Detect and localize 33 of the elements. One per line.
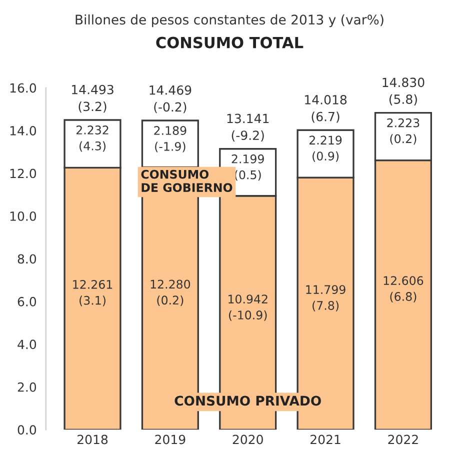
total-label: 14.830 (5.8) — [382, 78, 424, 106]
data-label: 2.199 (0.5) — [232, 154, 264, 181]
x-tick-label: 2019 — [155, 434, 186, 444]
y-tick-label: 14.0 — [10, 126, 36, 136]
y-tick-label: 4.0 — [18, 340, 36, 350]
x-tick-label: 2020 — [232, 434, 263, 444]
total-label: 14.469 (-0.2) — [150, 85, 192, 114]
data-label: 12.280 (0.2) — [150, 280, 190, 306]
data-label: 10.942 (-10.9) — [228, 294, 268, 321]
chart-subtitle: Billones de pesos constantes de 2013 y (var%) — [76, 14, 384, 28]
y-tick-label: 12.0 — [10, 168, 36, 178]
data-label: 2.232 (4.3) — [76, 126, 108, 152]
y-tick-label: 16.0 — [10, 83, 36, 93]
series-label: CONSUMO PRIVADO — [174, 396, 321, 406]
y-tick-label: 8.0 — [18, 254, 36, 264]
total-label: 13.141 (-9.2) — [227, 114, 269, 142]
x-tick-label: 2022 — [388, 434, 418, 444]
total-label: 14.018 (6.7) — [305, 94, 347, 123]
y-tick-label: 0.0 — [18, 425, 36, 435]
y-tick-label: 6.0 — [18, 296, 36, 306]
data-label: 2.219 (0.9) — [310, 136, 342, 162]
data-label: 11.799 (7.8) — [306, 285, 346, 312]
series-label: CONSUMO DE GOBIERNO — [141, 170, 232, 192]
y-tick-label: 2.0 — [18, 382, 36, 392]
data-label: 2.223 (0.2) — [387, 118, 420, 145]
data-label: 12.261 (3.1) — [73, 280, 112, 306]
data-label: 12.606 (6.8) — [384, 276, 424, 302]
x-tick-label: 2021 — [310, 434, 340, 444]
x-tick-label: 2018 — [78, 434, 108, 444]
data-label: 2.189 (-1.9) — [154, 126, 186, 152]
chart-title: CONSUMO TOTAL — [156, 36, 304, 48]
y-tick-label: 10.0 — [10, 211, 36, 221]
total-label: 14.493 (3.2) — [72, 84, 114, 113]
